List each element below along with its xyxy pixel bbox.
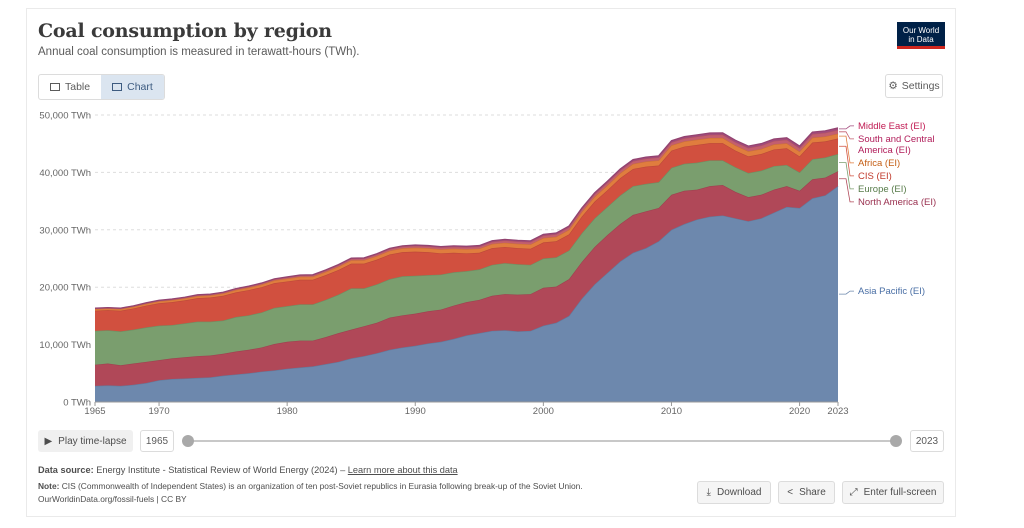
logo-line-2: in Data [908, 35, 934, 44]
note-text: CIS (Commonwealth of Independent States)… [61, 481, 583, 491]
start-year-box[interactable]: 1965 [140, 430, 174, 452]
area-series-5 [95, 129, 838, 310]
y-tick-label: 10,000 TWh [39, 340, 91, 351]
area-series-4 [95, 133, 838, 311]
legend-connector [839, 178, 854, 203]
legend-label-5: South and Central America (EI) [858, 134, 935, 156]
fullscreen-label: Enter full-screen [863, 487, 937, 498]
chart-title: Coal consumption by region [38, 20, 332, 42]
x-tick-label: 1970 [148, 406, 169, 417]
note-label: Note: [38, 481, 60, 491]
license-line[interactable]: OurWorldinData.org/fossil-fuels | CC BY [38, 494, 187, 504]
fullscreen-button[interactable]: ⤢ Enter full-screen [842, 481, 944, 504]
view-tabs: Table Chart [38, 74, 165, 100]
owid-logo[interactable]: Our World in Data [897, 22, 945, 49]
y-tick-label: 20,000 TWh [39, 283, 91, 294]
end-year-box[interactable]: 2023 [910, 430, 944, 452]
play-timelapse-button[interactable]: ▶ Play time-lapse [38, 430, 133, 452]
legend-label-0: Asia Pacific (EI) [858, 286, 925, 297]
legend-label-3: CIS (EI) [858, 171, 892, 182]
play-icon: ▶ [44, 435, 53, 447]
chart-subtitle: Annual coal consumption is measured in t… [38, 46, 360, 58]
legend-label-line-1: South and Central [858, 134, 935, 145]
timeline-start-handle[interactable] [182, 435, 194, 447]
area-series-edge-6 [94, 127, 839, 309]
data-source-line: Data source: Energy Institute - Statisti… [38, 465, 458, 475]
tab-table-label: Table [65, 81, 91, 93]
learn-more-link[interactable]: Learn more about this data [347, 465, 458, 475]
legend-connector [839, 145, 854, 177]
share-icon: < [787, 487, 794, 498]
legend-label-4: Africa (EI) [858, 158, 900, 169]
tab-chart[interactable]: Chart [101, 75, 164, 99]
tab-chart-label: Chart [127, 81, 153, 93]
play-label: Play time-lapse [58, 435, 127, 447]
x-tick-label: 2023 [827, 406, 848, 417]
legend-label-2: Europe (EI) [858, 184, 907, 195]
table-icon [50, 83, 60, 91]
area-series-1 [95, 171, 838, 386]
source-text: Energy Institute - Statistical Review of… [96, 465, 348, 475]
y-tick-label: 50,000 TWh [39, 111, 91, 122]
legend-connector [839, 131, 854, 140]
gear-icon: ⚙ [888, 80, 898, 92]
legend-connector [839, 290, 854, 295]
source-label: Data source: [38, 465, 94, 475]
share-button[interactable]: < Share [778, 481, 835, 504]
area-series-0 [95, 186, 838, 402]
logo-line-1: Our World [902, 26, 940, 35]
download-icon: ⤓ [706, 487, 711, 498]
x-tick-label: 1980 [277, 406, 298, 417]
note-line: Note: CIS (Commonwealth of Independent S… [38, 481, 583, 491]
legend-label-1: North America (EI) [858, 197, 936, 208]
area-series-3 [95, 138, 838, 332]
settings-button[interactable]: ⚙ Settings [885, 74, 943, 98]
x-tick-label: 2020 [789, 406, 810, 417]
y-tick-label: 0 TWh [63, 398, 91, 409]
download-button[interactable]: ⤓ Download [697, 481, 771, 504]
area-series-2 [95, 154, 838, 366]
share-label: Share [799, 487, 826, 498]
x-tick-label: 2000 [533, 406, 554, 417]
chart-icon [112, 83, 123, 91]
expand-icon: ⤢ [849, 487, 858, 498]
timeline-track[interactable] [188, 440, 896, 442]
tab-table[interactable]: Table [39, 75, 101, 99]
legend-label-line-2: America (EI) [858, 145, 911, 156]
timeline-end-handle[interactable] [890, 435, 902, 447]
legend-connector [839, 135, 854, 164]
y-tick-label: 30,000 TWh [39, 225, 91, 236]
settings-label: Settings [901, 80, 940, 92]
download-label: Download [716, 487, 762, 498]
x-tick-label: 1965 [84, 406, 105, 417]
x-tick-label: 2010 [661, 406, 682, 417]
legend-connector [839, 125, 854, 130]
legend-connector [839, 162, 854, 190]
x-tick-label: 1990 [405, 406, 426, 417]
legend-label-6: Middle East (EI) [858, 121, 926, 132]
y-tick-label: 40,000 TWh [39, 168, 91, 179]
